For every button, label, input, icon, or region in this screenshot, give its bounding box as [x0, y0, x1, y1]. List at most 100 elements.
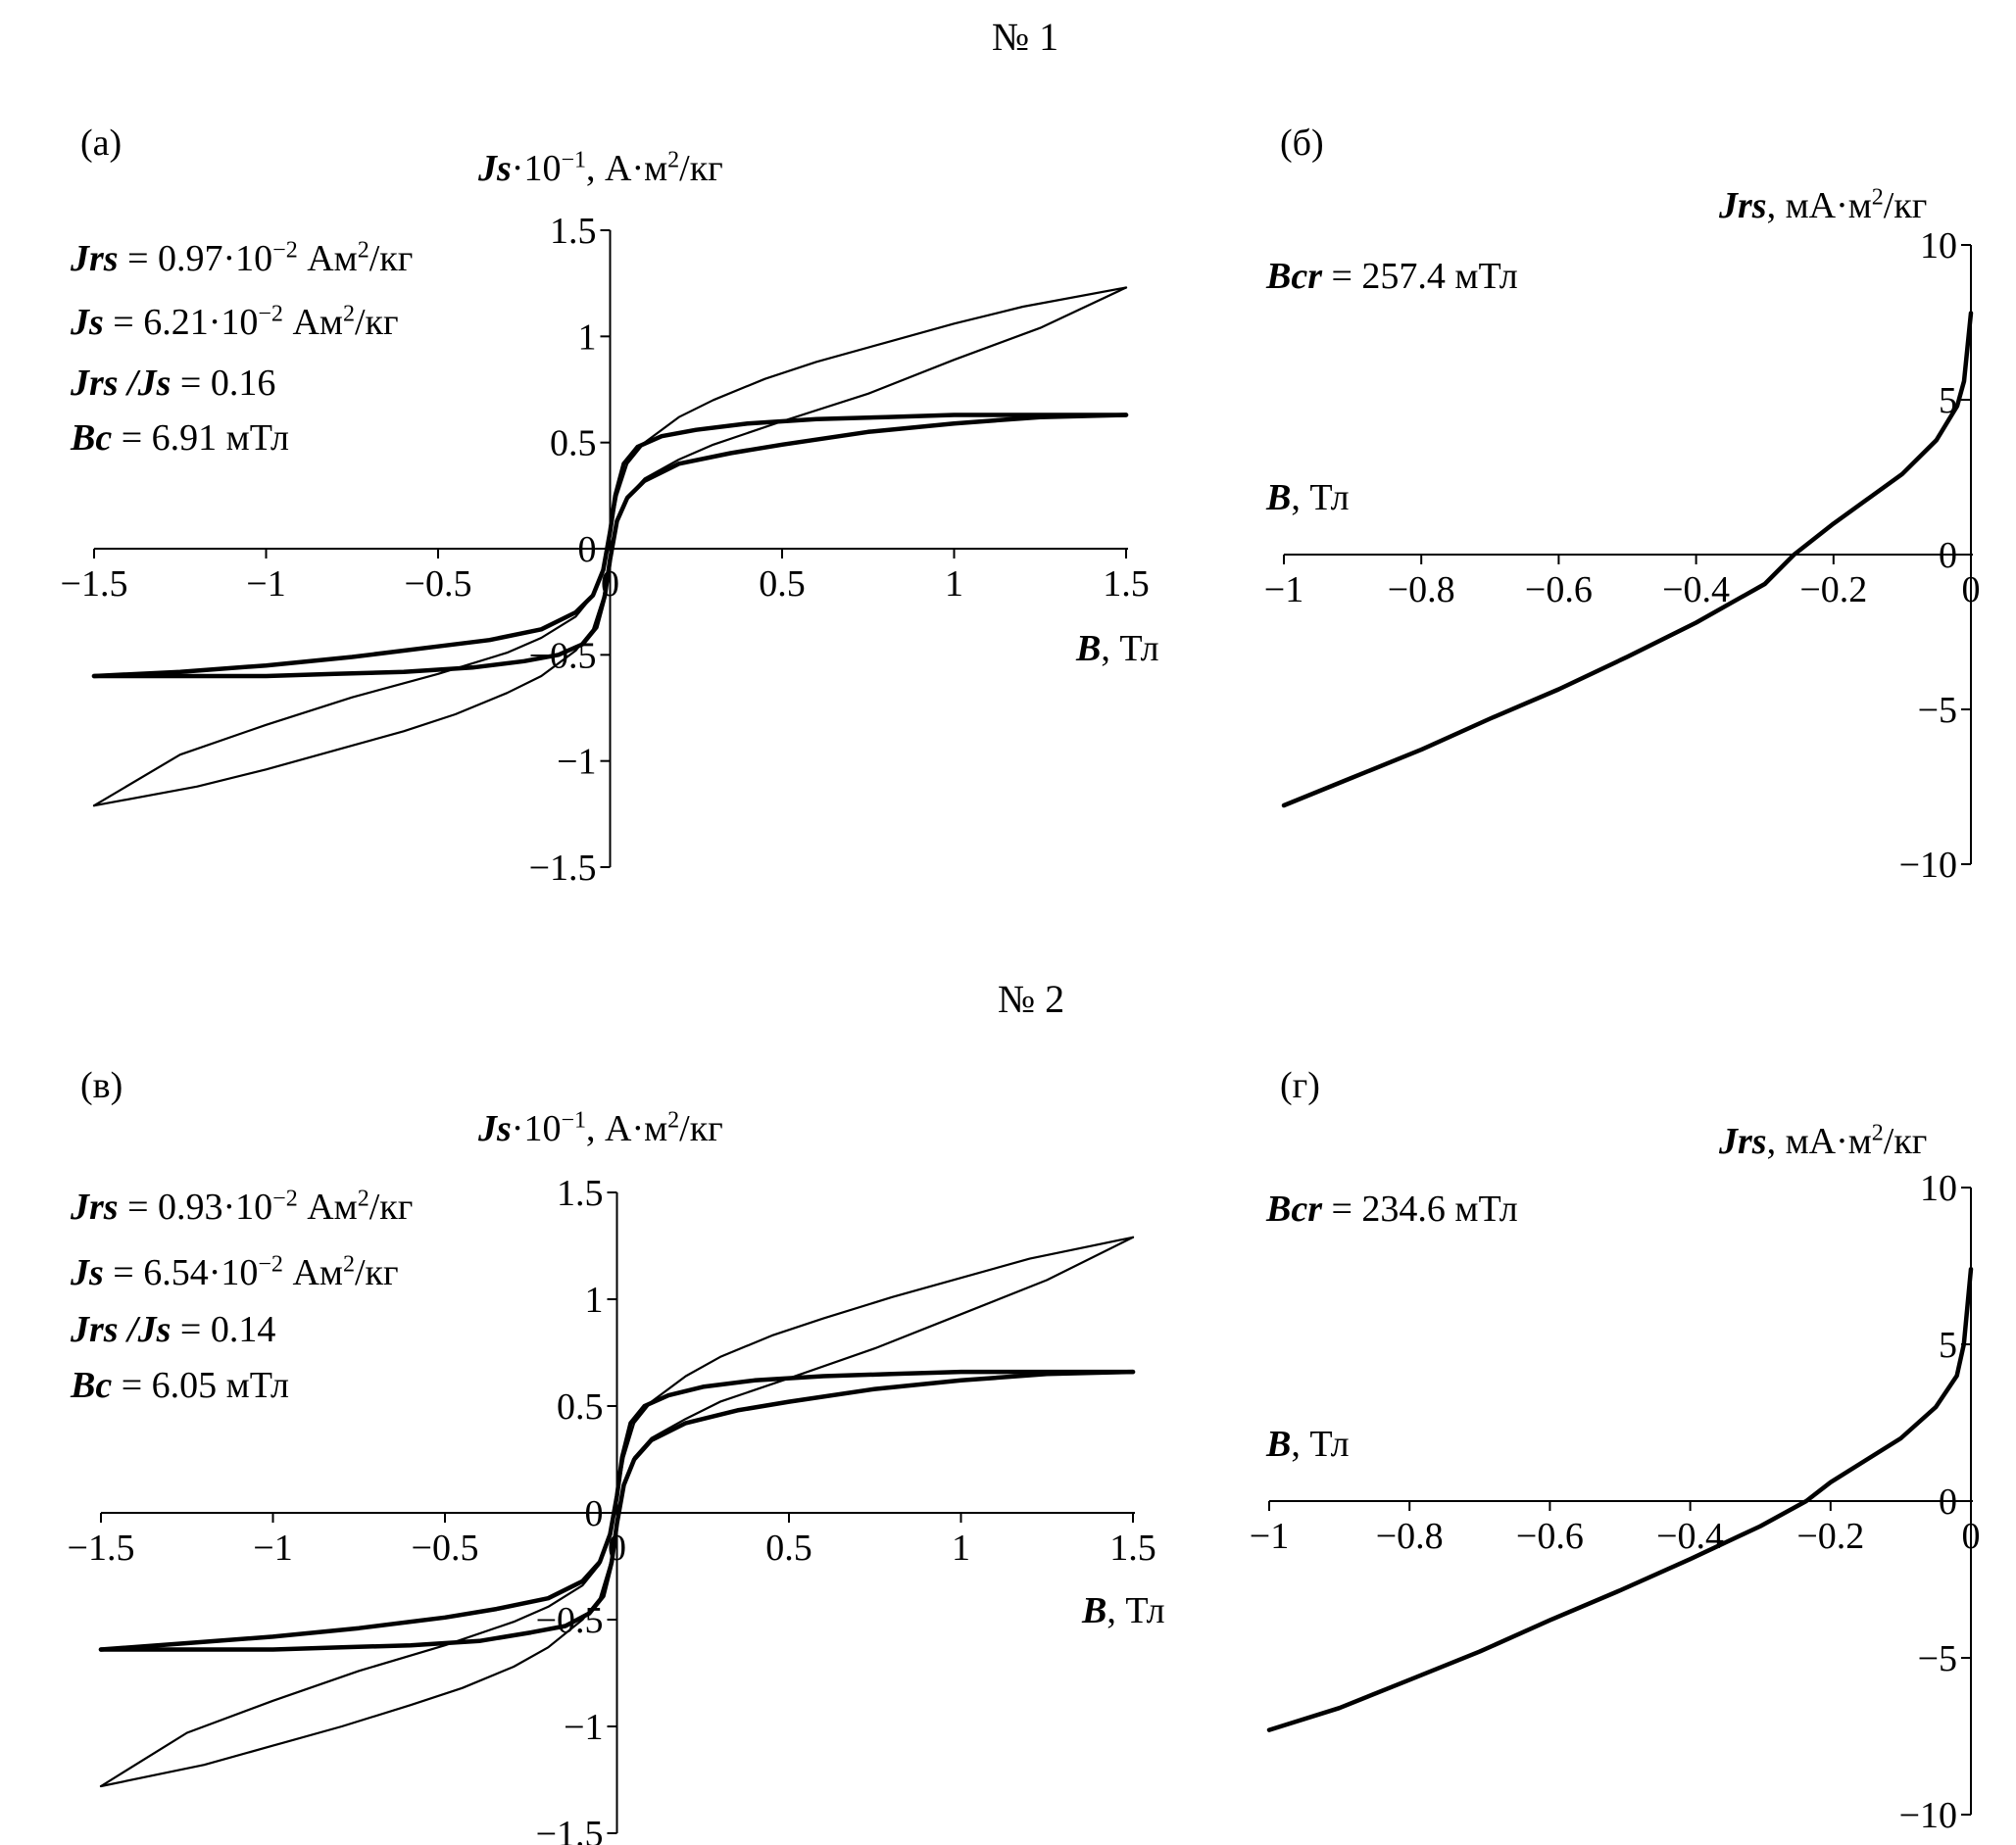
y-label-text: , мА·м [1766, 1121, 1872, 1162]
annotation: Js = 6.21·10−2 Ам2/кг [71, 301, 399, 341]
y-label-symbol: Jrs [1719, 185, 1767, 226]
y-tick-label: 10 [1920, 1168, 1957, 1209]
y-label-units-tail: /кг [679, 1108, 723, 1149]
y-tick-label: 1 [578, 316, 597, 358]
x-label-symbol: B [1076, 628, 1102, 669]
y-label-units: /кг [1883, 1121, 1928, 1162]
annotation-tail: Ам [297, 1187, 358, 1228]
annotation-tail: Ам [282, 1252, 343, 1293]
x-label-text: , Тл [1106, 1590, 1165, 1631]
panel-label: (б) [1280, 122, 1324, 164]
x-tick-label: 1.5 [1109, 1528, 1156, 1569]
annotation: Bc = 6.05 мТл [71, 1367, 289, 1404]
y-tick-label: −10 [1899, 1795, 1957, 1836]
x-tick-label: 0.5 [765, 1528, 812, 1569]
x-tick-label: −1 [246, 563, 285, 605]
y-tick-label: 5 [1939, 1325, 1957, 1366]
annotation-exp: −2 [258, 301, 283, 327]
y-label-exp: −1 [561, 147, 586, 173]
y-label-text: , мА·м [1766, 185, 1872, 226]
y-label-text: ·10 [511, 1108, 562, 1149]
annotation-exp: −2 [258, 1251, 283, 1278]
annotation-symbol: Bcr [1266, 256, 1322, 297]
annotation: Bcr = 257.4 мТл [1266, 258, 1518, 295]
annotation-text: = 6.54·10 [103, 1252, 259, 1293]
annotation: Js = 6.54·10−2 Ам2/кг [71, 1251, 399, 1293]
x-tick-label: 1.5 [1103, 563, 1150, 605]
section-title-2: № 2 [998, 977, 1065, 1021]
y-label-exp: 2 [1871, 184, 1884, 211]
x-tick-label: 0 [1962, 569, 1981, 610]
annotation-symbol: Bc [71, 1365, 113, 1406]
x-tick-label: −0.5 [405, 563, 472, 605]
annotation: Jrs /Js = 0.16 [71, 364, 275, 402]
x-tick-label: −0.6 [1525, 569, 1593, 610]
annotation-symbol: Jrs [71, 238, 119, 279]
series-thick-lower [98, 1369, 1136, 1652]
annotation-exp2: 2 [357, 237, 369, 264]
y-tick-label: 0 [585, 1493, 604, 1534]
x-tick-label: −0.2 [1796, 1516, 1864, 1557]
x-tick-label: −1 [1250, 1516, 1289, 1557]
x-tick-label: −1 [253, 1528, 292, 1569]
annotation-text: = 0.14 [171, 1309, 276, 1350]
annotation-symbol: Jrs /Js [71, 363, 172, 404]
y-tick-label: −1 [564, 1707, 603, 1748]
y-tick-label: −10 [1899, 845, 1957, 886]
x-axis-label: B, Тл [1266, 476, 1350, 519]
y-tick-label: 0 [1939, 1481, 1957, 1523]
x-label-symbol: B [1266, 477, 1292, 518]
annotation-exp: −2 [272, 237, 298, 264]
y-tick-label: 1 [585, 1280, 604, 1321]
annotation-text: = 0.97·10 [118, 238, 273, 279]
y-tick-label: 10 [1920, 225, 1957, 267]
annotation: Jrs = 0.97·10−2 Ам2/кг [71, 237, 413, 279]
y-label-symbol: Js [478, 1108, 512, 1149]
panel-label: (г) [1280, 1065, 1320, 1106]
y-axis-label: Jrs, мА·м2/кг [1719, 1120, 1927, 1163]
y-axis-label: Js·10−1, А·м2/кг [478, 1107, 723, 1150]
series-Jrs [1266, 1266, 1974, 1732]
series-thick-upper [91, 413, 1129, 679]
x-label-text: , Тл [1291, 477, 1350, 518]
annotation-tail: Ам [297, 238, 358, 279]
y-tick-label: 0.5 [557, 1386, 604, 1428]
series-thick-upper [98, 1369, 1136, 1652]
x-tick-label: −0.2 [1799, 569, 1867, 610]
y-label-units: , А·м [586, 1108, 668, 1149]
annotation-tail2: /кг [369, 1187, 414, 1228]
x-axis-label: B, Тл [1082, 1589, 1165, 1632]
annotation-text: = 0.16 [171, 363, 276, 404]
x-tick-label: −0.6 [1516, 1516, 1584, 1557]
section-title-1: № 1 [992, 15, 1059, 59]
y-tick-label: 0 [1939, 535, 1957, 576]
annotation-exp2: 2 [342, 301, 355, 327]
y-axis-label: Js·10−1, А·м2/кг [478, 147, 723, 190]
x-tick-label: −0.4 [1662, 569, 1730, 610]
y-tick-label: −1.5 [529, 848, 597, 889]
y-label-exp: 2 [1871, 1120, 1884, 1146]
x-tick-label: −0.8 [1388, 569, 1455, 610]
panel-label: (а) [80, 122, 123, 164]
annotation-text: = 257.4 мТл [1322, 256, 1518, 297]
series-Jrs [1281, 311, 1974, 808]
annotation-tail2: /кг [354, 1252, 399, 1293]
y-tick-label: −5 [1918, 690, 1957, 731]
x-tick-label: −0.4 [1656, 1516, 1724, 1557]
y-label-symbol: Jrs [1719, 1121, 1767, 1162]
x-tick-label: −0.5 [412, 1528, 479, 1569]
series-thick-lower [91, 413, 1129, 679]
panel-label: (в) [80, 1065, 123, 1106]
y-tick-label: 1.5 [550, 211, 597, 252]
y-tick-label: 0 [578, 529, 597, 570]
annotation-symbol: Bc [71, 417, 113, 459]
annotation-text: = 234.6 мТл [1322, 1189, 1518, 1230]
annotation-symbol: Js [71, 1252, 104, 1293]
annotation-text: = 6.91 мТл [112, 417, 289, 459]
annotation-symbol: Jrs [71, 1187, 119, 1228]
y-label-units-tail: /кг [679, 148, 723, 189]
annotation-text: = 0.93·10 [118, 1187, 273, 1228]
